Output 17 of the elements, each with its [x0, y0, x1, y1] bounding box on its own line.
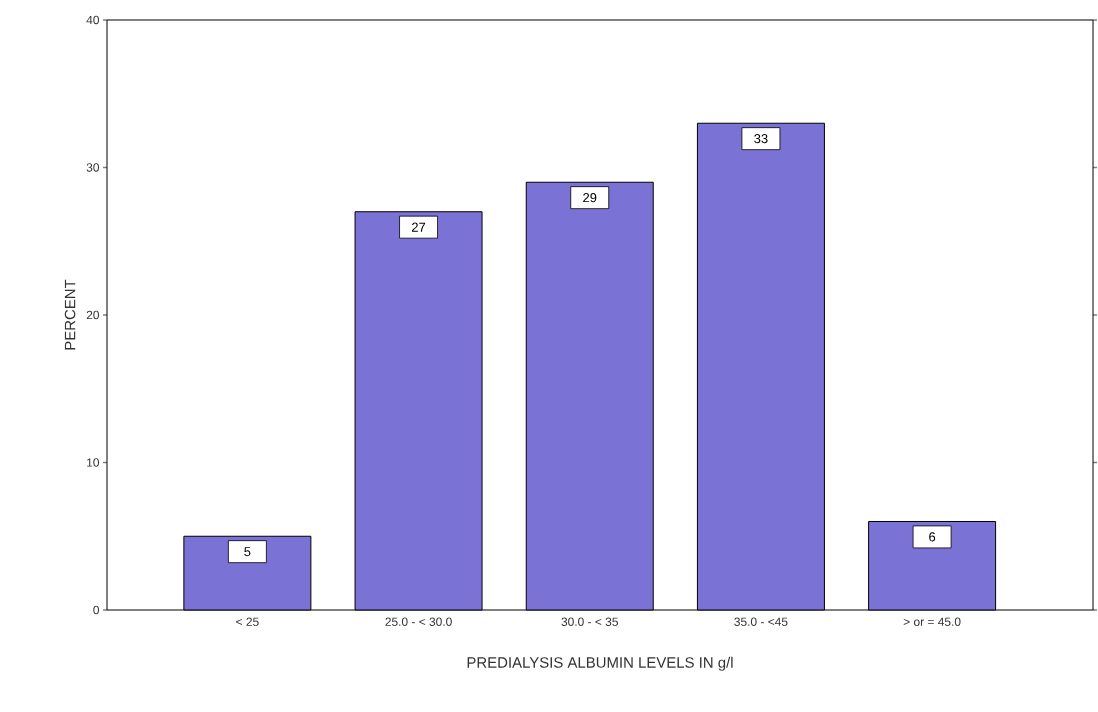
x-tick-label: > or = 45.0: [903, 617, 961, 626]
x-axis-title: PREDIALYSIS ALBUMIN LEVELS IN g/l: [467, 656, 733, 671]
data-label: 33: [754, 134, 768, 144]
y-tick-label: 30: [86, 163, 100, 172]
x-tick-label: 35.0 - <45: [734, 617, 788, 626]
data-label: 6: [929, 532, 936, 542]
data-label: 27: [412, 222, 426, 232]
y-tick-label: 20: [86, 310, 100, 320]
y-axis-title: PERCENT: [64, 279, 76, 350]
y-tick-label: 0: [93, 605, 100, 615]
data-label: 5: [244, 547, 251, 557]
x-tick-label: < 25: [236, 617, 259, 626]
x-tick-label: 25.0 - < 30.0: [385, 617, 452, 626]
y-tick-label: 40: [86, 15, 100, 25]
y-tick-label: 10: [87, 458, 100, 467]
data-label: 29: [583, 193, 597, 203]
x-tick-label: 30.0 - < 35: [561, 617, 618, 626]
